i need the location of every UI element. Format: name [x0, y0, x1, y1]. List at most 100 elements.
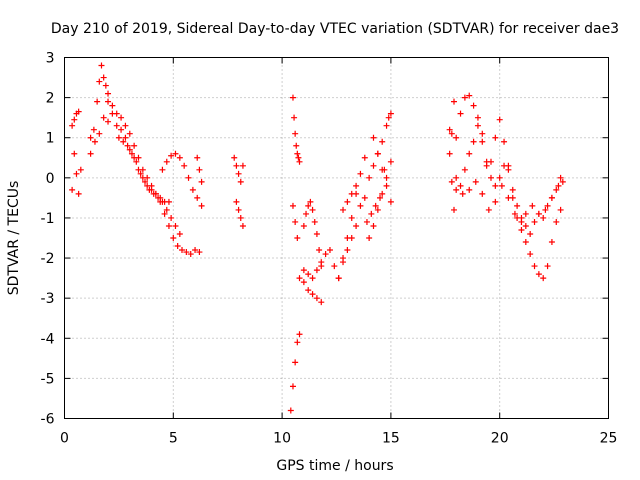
- data-point: [135, 166, 142, 173]
- data-point: [75, 190, 82, 197]
- data-point: [387, 110, 394, 117]
- data-point: [235, 206, 242, 213]
- data-point: [348, 214, 355, 221]
- data-point: [196, 249, 203, 256]
- data-point: [474, 122, 481, 129]
- data-point: [165, 222, 172, 229]
- data-point: [292, 130, 299, 137]
- data-point: [305, 287, 312, 294]
- data-point: [548, 239, 555, 246]
- data-point: [522, 222, 529, 229]
- data-point: [331, 263, 338, 270]
- y-tick-label: -2: [41, 251, 55, 267]
- data-point: [122, 134, 129, 141]
- data-point: [501, 138, 508, 145]
- data-point: [155, 194, 162, 201]
- data-point: [316, 247, 323, 254]
- data-point: [174, 243, 181, 250]
- data-point: [318, 259, 325, 266]
- data-point: [296, 158, 303, 165]
- data-point: [131, 142, 138, 149]
- data-point: [287, 407, 294, 414]
- data-point: [305, 271, 312, 278]
- y-tick-label: -6: [41, 412, 55, 428]
- data-point: [113, 122, 120, 129]
- data-point: [289, 383, 296, 390]
- data-point: [118, 126, 125, 133]
- data-point: [231, 154, 238, 161]
- data-point: [318, 299, 325, 306]
- data-point: [370, 222, 377, 229]
- data-point: [105, 90, 112, 97]
- data-point: [233, 198, 240, 205]
- data-point: [289, 202, 296, 209]
- data-point: [192, 247, 199, 254]
- data-point: [115, 134, 122, 141]
- data-point: [379, 166, 386, 173]
- data-point: [126, 130, 133, 137]
- data-point: [487, 174, 494, 181]
- data-point: [128, 150, 135, 157]
- data-point: [451, 98, 458, 105]
- data-point: [90, 126, 97, 133]
- data-point: [496, 116, 503, 123]
- data-point: [194, 194, 201, 201]
- data-point: [309, 275, 316, 282]
- data-point: [522, 210, 529, 217]
- data-point: [239, 162, 246, 169]
- data-point: [470, 102, 477, 109]
- data-point: [159, 166, 166, 173]
- data-point: [294, 235, 301, 241]
- data-point: [294, 339, 301, 346]
- data-point: [237, 178, 244, 185]
- data-point: [313, 267, 320, 274]
- data-point: [387, 198, 394, 205]
- data-point: [73, 170, 80, 177]
- data-point: [451, 206, 458, 213]
- data-point: [374, 206, 381, 213]
- data-point: [309, 206, 316, 213]
- y-tick-label: -1: [41, 211, 55, 227]
- data-point: [165, 198, 172, 205]
- data-point: [372, 202, 379, 209]
- data-point: [353, 222, 360, 229]
- data-point: [485, 206, 492, 213]
- y-tick-label: 3: [46, 51, 55, 67]
- data-point: [100, 74, 107, 81]
- data-point: [544, 202, 551, 209]
- data-point: [366, 174, 373, 181]
- data-point: [479, 130, 486, 137]
- data-point: [522, 239, 529, 246]
- data-point: [374, 150, 381, 157]
- data-point: [307, 198, 314, 205]
- data-point: [511, 210, 518, 217]
- data-point: [144, 182, 151, 189]
- x-tick-label: 25: [600, 431, 618, 447]
- y-tick-label: 2: [46, 91, 55, 107]
- data-point: [300, 279, 307, 286]
- x-tick-label: 10: [273, 431, 291, 447]
- data-point: [453, 174, 460, 181]
- data-point: [453, 186, 460, 193]
- data-point: [335, 275, 342, 282]
- data-point: [120, 138, 127, 145]
- data-point: [479, 138, 486, 145]
- data-point: [383, 122, 390, 129]
- data-point: [461, 166, 468, 173]
- data-point: [496, 174, 503, 181]
- data-point: [344, 235, 351, 241]
- data-point: [109, 102, 116, 109]
- data-point: [172, 222, 179, 229]
- data-point: [170, 235, 177, 241]
- data-point: [368, 210, 375, 217]
- data-point: [379, 190, 386, 197]
- data-point: [544, 263, 551, 270]
- data-point: [96, 130, 103, 137]
- data-point: [340, 255, 347, 262]
- data-point: [535, 210, 542, 217]
- data-point: [69, 122, 76, 129]
- data-point: [461, 94, 468, 101]
- data-point: [501, 162, 508, 169]
- data-point: [181, 162, 188, 169]
- data-point: [357, 202, 364, 209]
